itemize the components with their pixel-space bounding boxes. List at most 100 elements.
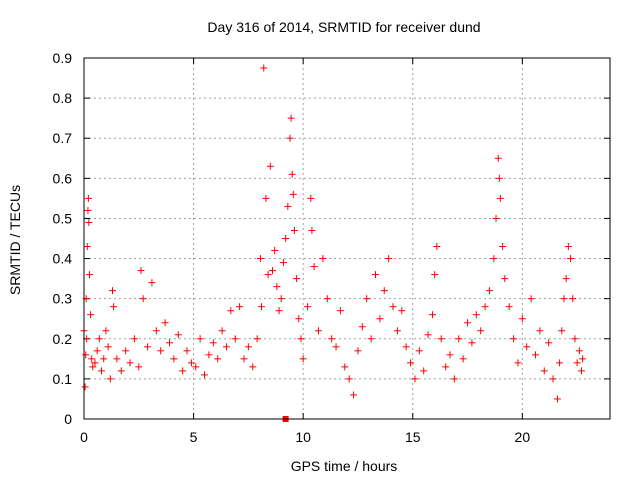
data-point (98, 367, 106, 375)
data-point (293, 275, 301, 283)
data-point (514, 359, 522, 367)
data-point (249, 363, 257, 371)
data-point (553, 395, 561, 403)
data-point (527, 295, 535, 303)
data-point (332, 343, 340, 351)
data-point (567, 255, 575, 263)
data-point (459, 355, 467, 363)
data-point (540, 367, 548, 375)
data-point (161, 319, 169, 327)
data-point (179, 367, 187, 375)
data-point (289, 190, 297, 198)
data-point (253, 335, 261, 343)
data-point (260, 64, 268, 72)
data-point (113, 355, 121, 363)
data-point (273, 283, 281, 291)
data-point (266, 162, 274, 170)
data-point (157, 347, 165, 355)
data-point (244, 343, 252, 351)
data-point (468, 339, 476, 347)
data-point (415, 347, 423, 355)
data-point (307, 194, 315, 202)
data-point (196, 335, 204, 343)
data-point (271, 247, 279, 255)
data-point (578, 367, 586, 375)
data-point (560, 295, 568, 303)
data-point (209, 339, 217, 347)
data-point (510, 335, 518, 343)
data-point (100, 355, 108, 363)
data-point (258, 303, 266, 311)
data-point (501, 275, 509, 283)
axes: 0 0.1 0.2 0.3 0.4 0.5 0.6 0.7 0.8 0.9 0 5 10 15 20 (53, 50, 610, 445)
data-point (505, 303, 513, 311)
data-point (83, 243, 91, 251)
y-tick-label: 0.7 (53, 130, 73, 146)
data-point (389, 303, 397, 311)
y-tick-label: 0.9 (53, 50, 73, 66)
data-point (262, 194, 270, 202)
data-point (571, 335, 579, 343)
data-point (431, 271, 439, 279)
data-point (485, 287, 493, 295)
data-point (363, 295, 371, 303)
y-axis-label: SRMTID / TECUs (7, 185, 23, 295)
data-point (170, 355, 178, 363)
data-point (446, 351, 454, 359)
y-tick-label: 0.8 (53, 90, 73, 106)
data-point (256, 255, 264, 263)
data-point (104, 343, 112, 351)
data-point (564, 243, 572, 251)
data-points (80, 64, 587, 422)
data-point (310, 263, 318, 271)
data-point (288, 170, 296, 178)
data-point (380, 287, 388, 295)
data-point (549, 375, 557, 383)
y-tick-label: 0.4 (53, 251, 73, 267)
data-point (350, 391, 358, 399)
data-point (450, 375, 458, 383)
data-point (277, 295, 285, 303)
data-point (264, 271, 272, 279)
data-point (367, 335, 375, 343)
x-tick-label: 20 (515, 429, 531, 445)
y-tick-label: 0.1 (53, 371, 73, 387)
data-point (319, 255, 327, 263)
data-point (393, 327, 401, 335)
data-point (481, 303, 489, 311)
data-point (428, 311, 436, 319)
data-point (531, 351, 539, 359)
data-point (88, 355, 96, 363)
data-point (279, 259, 287, 267)
data-point (231, 335, 239, 343)
data-point (323, 295, 331, 303)
data-point (214, 355, 222, 363)
y-tick-label: 0 (64, 411, 72, 427)
data-point (477, 327, 485, 335)
data-point (152, 327, 160, 335)
y-tick-label: 0.5 (53, 210, 73, 226)
data-point (556, 359, 564, 367)
data-point (148, 279, 156, 287)
data-point (137, 267, 145, 275)
data-point (290, 226, 298, 234)
data-point (91, 359, 99, 367)
data-point (562, 275, 570, 283)
data-point (130, 335, 138, 343)
x-axis-label: GPS time / hours (291, 458, 398, 474)
data-point (187, 359, 195, 367)
data-point (85, 271, 93, 279)
data-point (573, 359, 581, 367)
data-point (569, 295, 577, 303)
data-point (222, 343, 230, 351)
chart-title: Day 316 of 2014, SRMTID for receiver dun… (207, 19, 480, 35)
data-point (558, 327, 566, 335)
data-point (84, 206, 92, 214)
data-point (126, 359, 134, 367)
data-point (455, 335, 463, 343)
data-point (411, 375, 419, 383)
data-point (110, 303, 118, 311)
data-point (282, 235, 290, 242)
data-point (536, 327, 544, 335)
